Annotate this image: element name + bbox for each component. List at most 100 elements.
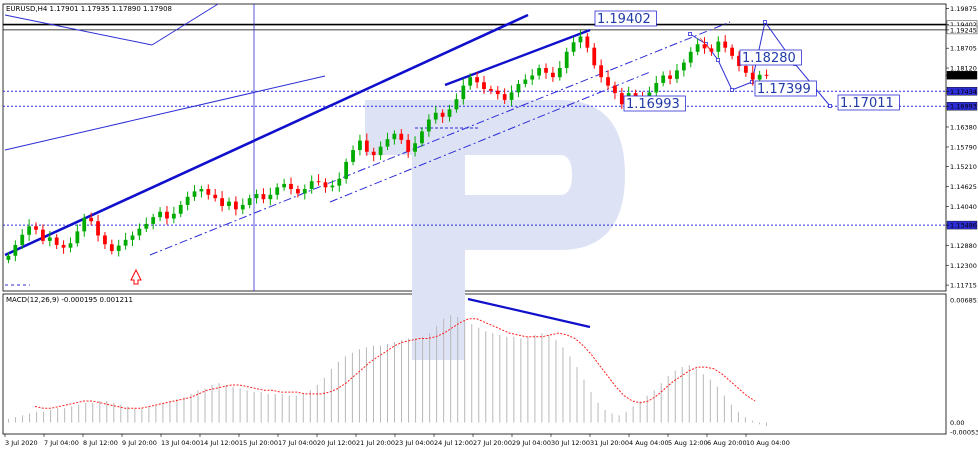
price-annotation-label: 1.17011 [840, 96, 894, 111]
candle-body [13, 244, 18, 256]
candle-body [192, 191, 197, 197]
candle-body [743, 65, 748, 73]
candle-body [592, 47, 597, 66]
price-panel-frame [2, 3, 947, 292]
x-tick-label: 27 Jul 20:00 [473, 439, 512, 447]
candle-body [185, 196, 190, 205]
candle-body [34, 226, 38, 230]
candle-body [171, 213, 176, 219]
candle-body [309, 181, 314, 190]
candle-body [68, 243, 73, 248]
price-tick-label: 1.15790 [950, 143, 977, 151]
candle-body [158, 211, 162, 218]
candle-body [364, 140, 369, 152]
x-tick-label: 14 Jul 12:00 [200, 439, 239, 447]
axis-layer: 1.198751.194021.192451.187051.181201.179… [4, 5, 978, 447]
candle-body [144, 223, 149, 229]
candle-body [275, 187, 280, 195]
candle-body [606, 77, 610, 86]
channel-dashdot-lower [329, 71, 651, 203]
candle-body [661, 75, 666, 83]
price-annotation-box [837, 94, 900, 111]
candle-body [709, 48, 714, 52]
candle-body [371, 151, 376, 156]
candle-body [613, 85, 617, 94]
candle-body [316, 181, 321, 183]
candle-body [261, 194, 266, 200]
price-tick-label: 1.15210 [950, 163, 977, 171]
candle-body [454, 99, 459, 110]
price-annotation-label: 1.19402 [597, 12, 651, 27]
candle-body [206, 189, 211, 195]
candle-body [123, 239, 128, 246]
candle-body [116, 245, 121, 252]
candle-body [75, 231, 80, 244]
candle-body [199, 189, 204, 192]
candle-body [282, 183, 287, 188]
candle-body [358, 140, 362, 151]
candle-body [557, 68, 562, 78]
candle-body [695, 44, 700, 52]
candle-body [495, 90, 500, 95]
candle-body [488, 89, 493, 91]
x-tick-label: 24 Jul 12:00 [434, 439, 473, 447]
candle-body [227, 201, 231, 206]
candle-body [385, 139, 390, 147]
candle-body [220, 198, 224, 206]
candle-body [675, 70, 679, 79]
candle-body [723, 41, 728, 48]
annotation-layer: 1.19402 1.18280 1.17399 1.16993 1.17011 [594, 10, 900, 112]
candle-body [564, 51, 569, 69]
candle-body [433, 112, 438, 120]
forecast-node-2 [716, 58, 720, 62]
candle-body [337, 178, 342, 186]
candle-body [585, 36, 590, 48]
forecast-node-0 [688, 32, 692, 36]
forecast-red-mark [699, 37, 713, 53]
forecast-node-3 [730, 88, 734, 92]
price-tick-label: 1.19402 [950, 21, 977, 29]
macd-tick-label: 0.006851 [950, 297, 978, 305]
candle-body [668, 75, 672, 79]
candle-body [413, 143, 417, 152]
candle-body [482, 82, 486, 90]
candle-body [516, 83, 521, 93]
candle-body [47, 237, 52, 241]
candle-body [447, 109, 452, 117]
candle-body [103, 235, 107, 245]
candle-body [344, 161, 349, 179]
candle-body [633, 93, 638, 97]
price-tick-label: 1.16993 [950, 103, 977, 111]
top-left-line-b [151, 3, 219, 46]
forecast-node-7 [828, 104, 832, 108]
x-tick-label: 15 Jul 20:00 [239, 439, 278, 447]
candle-body [6, 255, 11, 260]
watermark-shape [365, 100, 625, 360]
price-tick-label: 1.14040 [950, 203, 977, 211]
x-tick-label: 8 Jul 12:00 [83, 439, 118, 447]
candle-body [61, 244, 66, 248]
candle-body [247, 198, 252, 205]
candle-body [96, 221, 100, 236]
price-annotation-label: 1.17399 [757, 82, 811, 97]
candle-body [578, 36, 583, 43]
price-annotation-label: 1.16993 [626, 97, 680, 112]
candle-body [213, 194, 218, 199]
x-tick-label: 29 Jul 04:00 [512, 439, 551, 447]
price-tick-label: 1.17908 [950, 72, 977, 80]
candle-body [509, 92, 514, 100]
candle-body [41, 229, 45, 241]
candle-body [523, 79, 528, 84]
price-tick-label: 1.18705 [950, 45, 977, 53]
candle-body [109, 244, 114, 252]
candle-body [240, 204, 245, 210]
candle-body [130, 235, 135, 240]
top-left-line-a [4, 14, 153, 46]
x-tick-label: 21 Jul 20:00 [356, 439, 395, 447]
candle-body [82, 217, 87, 232]
forecast-node-4 [750, 80, 754, 84]
candle-body [426, 119, 431, 132]
candle-body [764, 74, 769, 76]
macd-layer [8, 297, 767, 427]
